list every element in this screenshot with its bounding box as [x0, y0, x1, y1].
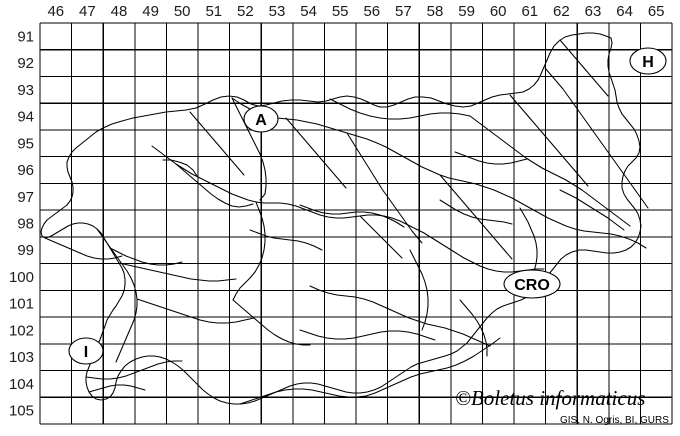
ridge-line-east	[469, 115, 631, 227]
y-axis-tick-label: 94	[17, 109, 34, 126]
hungary-label-text: H	[642, 54, 654, 71]
gorenjska-line	[189, 111, 245, 176]
zasavje-line	[359, 215, 403, 259]
central-valley-line	[299, 204, 405, 228]
x-axis-tick-label: 57	[395, 3, 412, 20]
y-axis-tick-label: 98	[17, 216, 34, 233]
ridge-line-south	[299, 329, 436, 341]
croatia-label-ellipse	[503, 269, 561, 299]
copyright-text: ©Boletus informaticus	[455, 386, 645, 410]
slovenia-border	[40, 32, 642, 405]
y-axis-tick-label: 97	[17, 189, 34, 206]
y-axis-tick-label: 101	[9, 296, 34, 313]
dravinja-river	[439, 174, 513, 260]
sora-river	[175, 163, 254, 208]
x-axis-tick-label: 59	[458, 3, 475, 20]
savinja-river	[346, 132, 423, 244]
kokra-river	[231, 97, 267, 201]
x-axis-tick-label: 61	[521, 3, 538, 20]
y-axis-tick-label: 104	[9, 376, 34, 393]
vipava-river	[118, 262, 237, 282]
austria-label-ellipse	[243, 105, 279, 133]
x-axis-tick-label: 63	[585, 3, 602, 20]
pohorje-line	[454, 151, 528, 165]
meza-river	[285, 117, 347, 189]
y-axis-tick-label: 99	[17, 242, 34, 259]
x-axis-tick-label: 54	[300, 3, 317, 20]
x-axis-tick-label: 53	[269, 3, 286, 20]
krka-river	[309, 285, 491, 347]
ljubljanica-river	[232, 201, 266, 301]
istra-line	[85, 360, 183, 380]
dolenjska-line	[409, 249, 429, 331]
ljubljana-basin-line	[249, 229, 323, 251]
y-axis-tick-label: 96	[17, 162, 34, 179]
y-axis-tick-label: 102	[9, 322, 34, 339]
x-axis-tick-label: 50	[174, 3, 191, 20]
y-axis-tick-label: 92	[17, 55, 34, 72]
y-axis-tick-label: 105	[9, 403, 34, 420]
data-source-text: GIS, N. Ogris, BI, GURS	[560, 415, 669, 426]
haloze-line	[559, 189, 625, 231]
geography-layer	[40, 32, 649, 405]
x-axis-tick-label: 58	[427, 3, 444, 20]
x-axis-tick-label: 46	[47, 3, 64, 20]
hungary-label-ellipse	[629, 47, 667, 75]
x-axis-tick-label: 49	[142, 3, 159, 20]
x-axis-tick-label: 47	[79, 3, 96, 20]
italy-label-text: I	[84, 344, 88, 361]
mtb-grid	[39, 22, 673, 425]
croatia-label-text: CRO	[514, 277, 550, 294]
x-axis-tick-label: 60	[490, 3, 507, 20]
prekmurje-inner	[559, 39, 609, 97]
y-axis-tick-label: 91	[17, 28, 34, 45]
trnovo-line	[109, 247, 183, 266]
sava-river	[151, 145, 545, 273]
y-axis-labels: 91 92 93 94 95 96 97 98 99 100 101 102 103 104 105	[9, 28, 34, 419]
pesnica-river	[509, 94, 589, 187]
italy-label-ellipse	[68, 337, 104, 365]
x-axis-tick-label: 56	[363, 3, 380, 20]
country-labels: A H CRO I	[68, 47, 667, 365]
x-axis-tick-label: 48	[111, 3, 128, 20]
soca-river	[96, 228, 138, 363]
x-axis-labels: 46 47 48 49 50 51 52 53 54 55 56 57 58 59 60 61 62 63 64 65	[47, 3, 664, 20]
x-axis-tick-label: 55	[332, 3, 349, 20]
x-axis-tick-label: 52	[237, 3, 254, 20]
x-axis-tick-label: 51	[205, 3, 222, 20]
austria-label-text: A	[255, 112, 267, 129]
x-axis-tick-label: 62	[553, 3, 570, 20]
y-axis-tick-label: 100	[9, 269, 34, 286]
croatia-label: CRO	[503, 269, 561, 299]
notranjska-line	[232, 299, 311, 346]
italy-label: I	[68, 337, 104, 365]
mura-river	[544, 67, 649, 209]
y-axis-tick-label: 95	[17, 135, 34, 152]
kolpa-river	[239, 337, 501, 405]
kozjansko-line	[439, 199, 513, 225]
x-axis-tick-label: 65	[648, 3, 665, 20]
bohinj-lake	[162, 159, 198, 177]
x-axis-tick-label: 64	[616, 3, 633, 20]
y-axis-tick-label: 103	[9, 349, 34, 366]
idrijca-river	[136, 298, 255, 324]
hungary-label: H	[629, 47, 667, 75]
y-axis-tick-label: 93	[17, 82, 34, 99]
drava-river	[231, 97, 647, 249]
austria-label: A	[243, 105, 279, 133]
coastal-line	[44, 237, 123, 260]
ridge-line-north	[329, 98, 471, 120]
bela-krajina-line	[459, 299, 488, 357]
obala-line	[88, 384, 146, 393]
